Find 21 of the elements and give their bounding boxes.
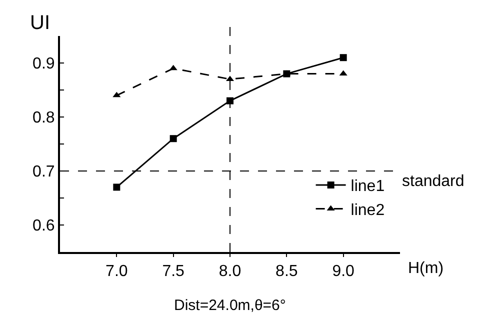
point <box>113 184 120 191</box>
y-tick-label: 0.6 <box>32 218 55 235</box>
legend-label: line1 <box>350 178 385 196</box>
ref-line-label: standard <box>402 173 464 190</box>
point <box>170 135 177 142</box>
x-tick-label: 9.0 <box>332 263 355 280</box>
y-axis-title: UI <box>30 12 50 34</box>
point <box>169 64 178 70</box>
x-tick-label: 7.0 <box>106 263 128 280</box>
point <box>339 70 348 76</box>
point <box>340 54 347 62</box>
text: Dist=24.0m,θ=6° <box>174 297 286 314</box>
x-tick-label: 7.5 <box>162 263 185 280</box>
point <box>112 92 121 98</box>
x-axis-title: H(m) <box>408 260 444 277</box>
x-tick-label: 8.0 <box>218 263 242 280</box>
y-tick-label: 0.9 <box>32 56 55 73</box>
y-tick-label: 0.8 <box>32 110 55 127</box>
y-tick-label: 0.7 <box>32 164 55 181</box>
x-tick-label: 8.5 <box>276 263 298 280</box>
legend-label: line2 <box>350 202 385 220</box>
